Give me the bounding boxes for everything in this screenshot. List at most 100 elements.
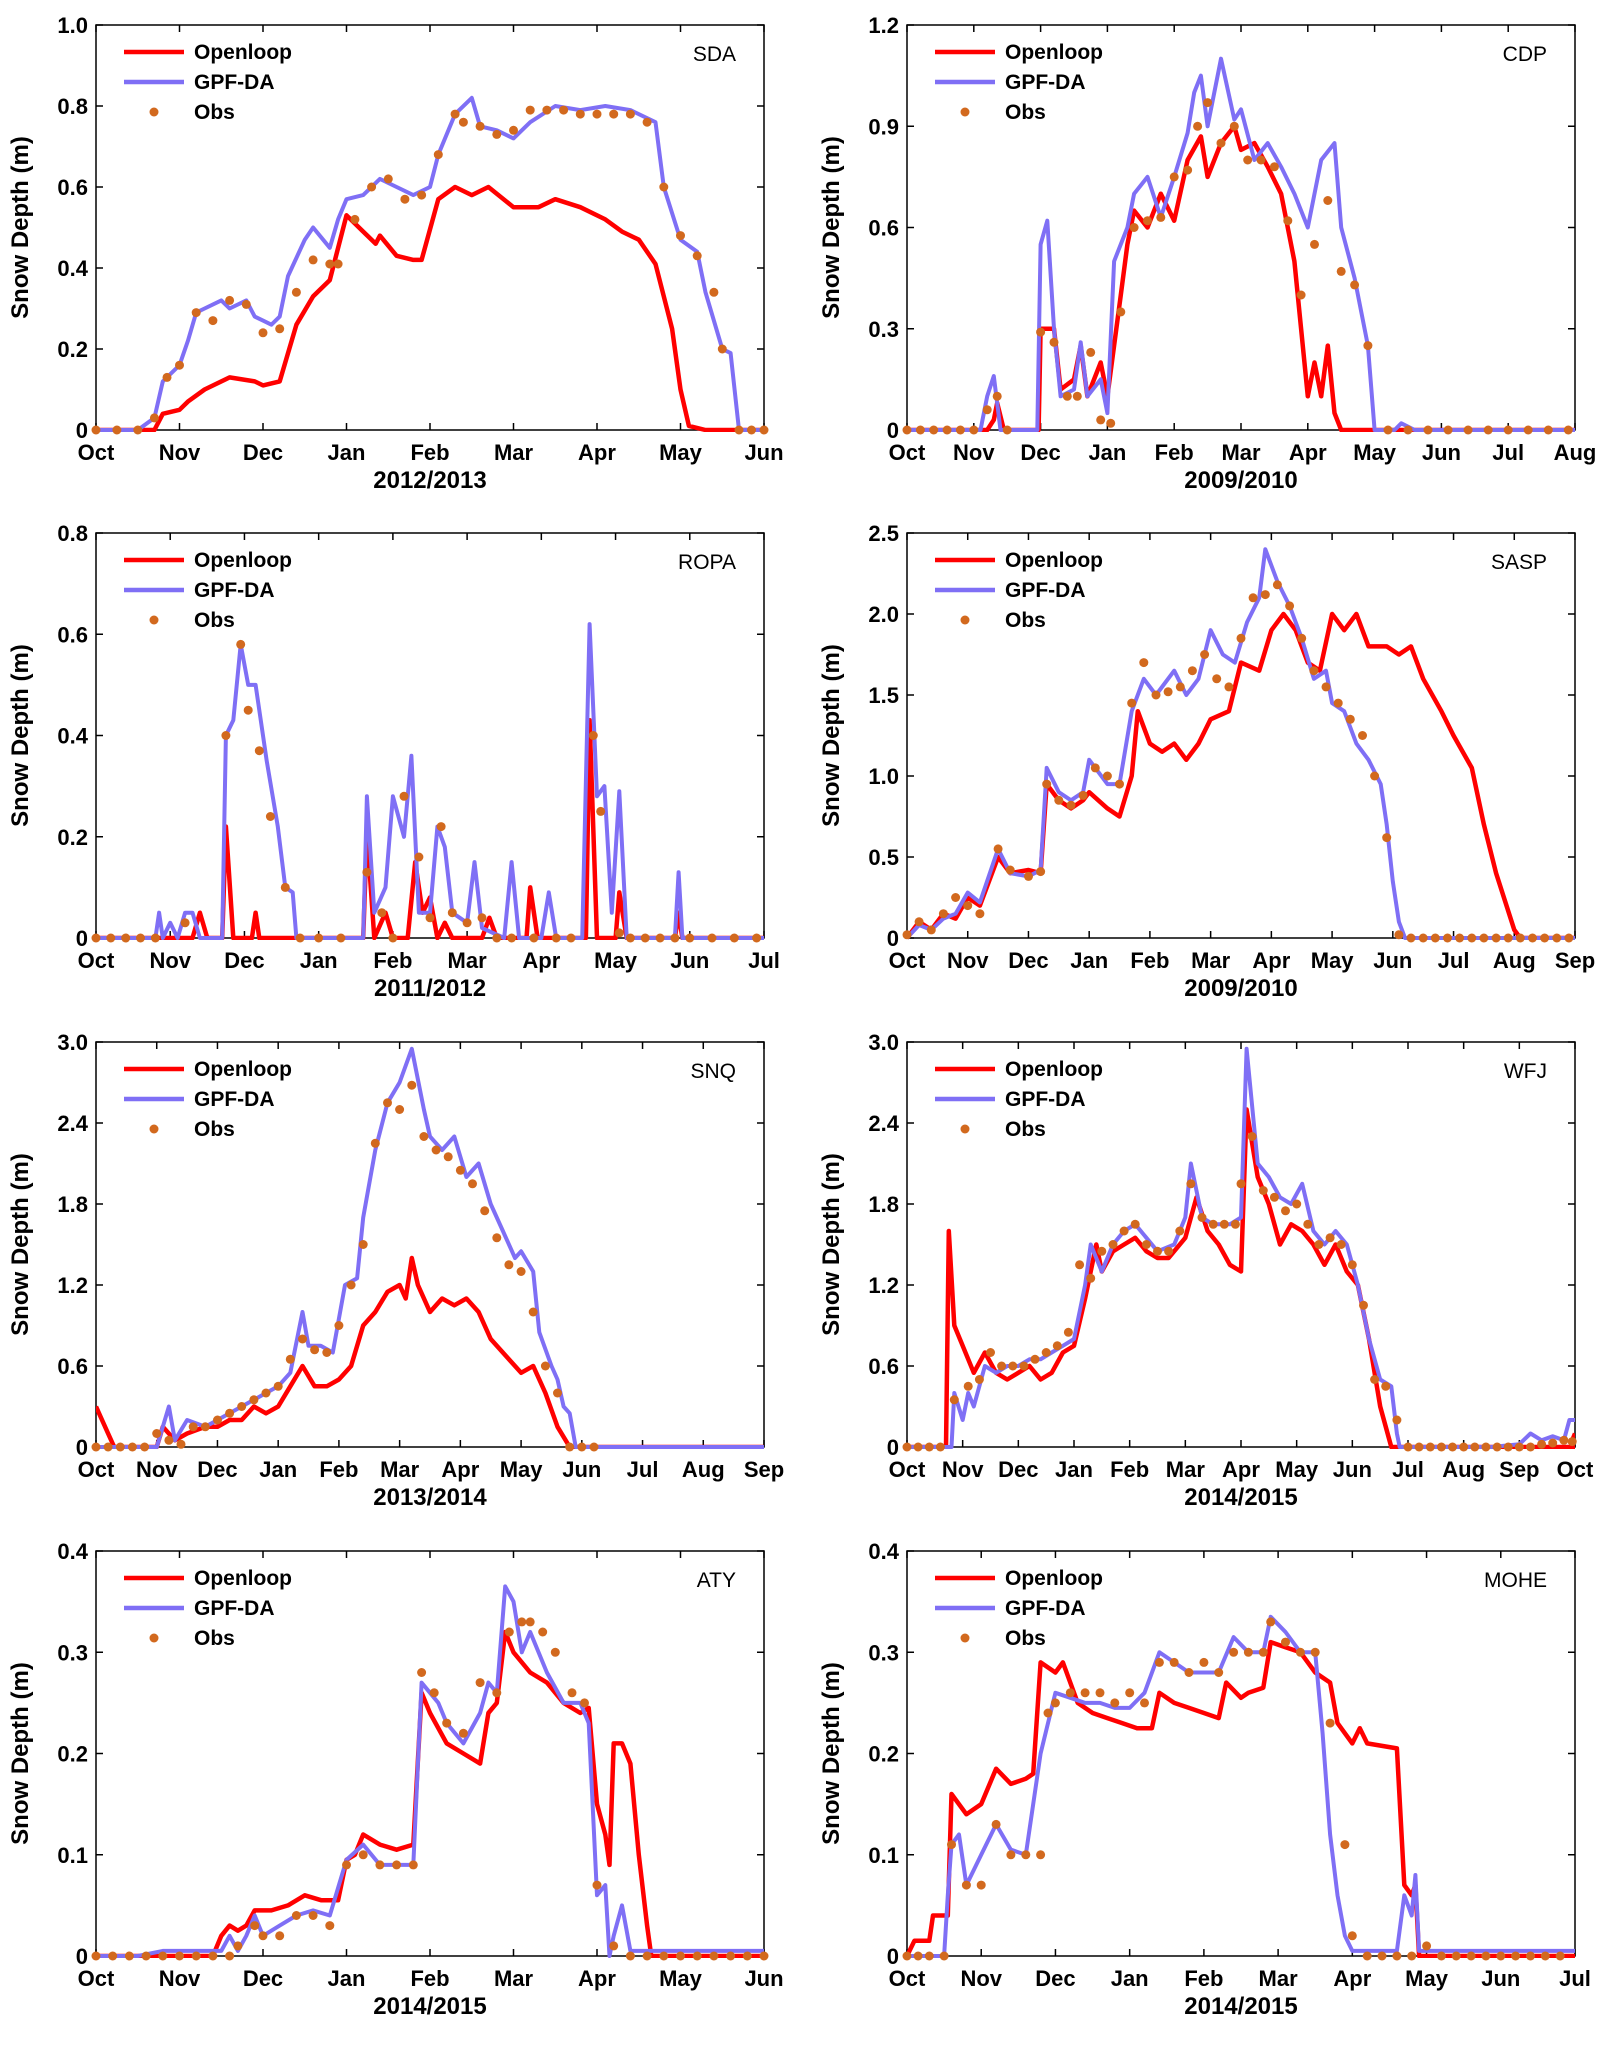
chart-mohe-obs-point bbox=[1169, 1657, 1179, 1667]
chart-sda-y-tick-label: 0 bbox=[76, 418, 88, 443]
chart-sda-obs-point bbox=[208, 316, 218, 326]
chart-wfj-y-tick-label: 1.2 bbox=[868, 1273, 899, 1298]
chart-aty-y-tick-label: 0.4 bbox=[57, 1539, 88, 1564]
chart-sasp-legend-swatch-obs bbox=[960, 615, 970, 625]
chart-aty-station-label: ATY bbox=[697, 1569, 736, 1592]
chart-wfj-obs-point bbox=[1392, 1415, 1402, 1425]
chart-mohe-obs-point bbox=[1340, 1840, 1350, 1850]
chart-ropa-y-tick-label: 0.2 bbox=[57, 825, 88, 850]
chart-mohe-obs-point bbox=[1184, 1668, 1194, 1677]
chart-sda-x-tick-label: Apr bbox=[578, 440, 616, 465]
chart-wfj-x-tick-label: Apr bbox=[1222, 1457, 1260, 1482]
chart-wfj-obs-point bbox=[1247, 1132, 1257, 1141]
chart-wfj-obs-point bbox=[1503, 1442, 1513, 1452]
chart-mohe-obs-point bbox=[991, 1819, 1001, 1829]
chart-ropa-obs-point bbox=[655, 933, 665, 943]
chart-cdp-obs-point bbox=[955, 425, 965, 435]
chart-sda-obs-point bbox=[642, 117, 652, 127]
chart-mohe-obs-point bbox=[1362, 1951, 1372, 1961]
chart-mohe-y-tick-label: 0.1 bbox=[868, 1843, 899, 1868]
chart-snq-obs-point bbox=[431, 1145, 441, 1155]
chart-sasp-x-tick-label: Jan bbox=[1070, 948, 1108, 973]
chart-cdp-y-tick-label: 0.6 bbox=[868, 216, 899, 241]
chart-aty-obs-point bbox=[225, 1951, 235, 1961]
chart-mohe-x-tick-label: Jun bbox=[1481, 1966, 1520, 1991]
chart-sasp-obs-point bbox=[1151, 690, 1161, 700]
chart-wfj-x-tick-label: Sep bbox=[1499, 1457, 1539, 1482]
chart-sasp-y-tick-label: 0.5 bbox=[868, 845, 899, 870]
chart-sda-obs-point bbox=[149, 413, 159, 423]
chart-sasp-obs-point bbox=[1297, 633, 1307, 643]
chart-wfj-legend-label: Obs bbox=[1005, 1118, 1046, 1141]
chart-snq-series-openloop-line bbox=[96, 1255, 764, 1449]
chart-ropa-obs-point bbox=[121, 933, 131, 943]
chart-wfj-y-tick-label: 0 bbox=[887, 1435, 899, 1460]
chart-mohe-obs-point bbox=[1266, 1617, 1276, 1627]
chart-sasp-obs-point bbox=[1272, 580, 1282, 590]
chart-snq-x-tick-label: Feb bbox=[319, 1457, 358, 1482]
chart-mohe-obs-point bbox=[1407, 1951, 1417, 1961]
chart-mohe-y-tick-label: 0.4 bbox=[868, 1539, 899, 1564]
chart-mohe-obs-point bbox=[1050, 1698, 1060, 1708]
chart-snq-obs-point bbox=[553, 1388, 562, 1398]
chart-snq-obs-point bbox=[419, 1132, 429, 1141]
chart-sasp-obs-point bbox=[963, 901, 973, 911]
chart-sasp-obs-point bbox=[1430, 933, 1440, 943]
chart-sasp-x-tick-label: Feb bbox=[1130, 948, 1169, 973]
chart-mohe-obs-point bbox=[1043, 1708, 1053, 1718]
chart-aty-x-tick-label: Jan bbox=[328, 1966, 366, 1991]
chart-sda-x-tick-label: Mar bbox=[494, 440, 534, 465]
chart-wfj-obs-point bbox=[1269, 1192, 1279, 1202]
chart-cdp-obs-point bbox=[1183, 165, 1193, 175]
chart-sda-obs-point bbox=[609, 109, 619, 119]
chart-sda-obs-point bbox=[525, 105, 535, 115]
chart-cdp-obs-point bbox=[1036, 327, 1046, 337]
chart-cdp-x-tick-label: Jun bbox=[1422, 440, 1461, 465]
chart-cdp-obs-point bbox=[1203, 98, 1213, 108]
chart-sda-obs-point bbox=[350, 214, 360, 224]
chart-sasp-obs-point bbox=[1163, 687, 1173, 697]
chart-aty-x-tick-label: Feb bbox=[410, 1966, 449, 1991]
chart-ropa-x-tick-label: Oct bbox=[78, 948, 115, 973]
chart-wfj-obs-point bbox=[1567, 1437, 1577, 1447]
chart-cdp-legend-label: GPF-DA bbox=[1005, 71, 1086, 94]
chart-wfj-x-tick-label: Jun bbox=[1333, 1457, 1372, 1482]
chart-sda-obs-point bbox=[191, 308, 201, 318]
chart-wfj-obs-point bbox=[1141, 1240, 1151, 1249]
chart-sda-obs-point bbox=[308, 255, 318, 265]
chart-ropa-obs-point bbox=[492, 933, 502, 943]
chart-cdp-legend-swatch-obs bbox=[960, 107, 970, 117]
chart-wfj-obs-point bbox=[1403, 1442, 1413, 1452]
chart-sasp-obs-point bbox=[1528, 933, 1537, 943]
chart-mohe-obs-point bbox=[1555, 1951, 1565, 1961]
chart-snq-y-tick-label: 1.2 bbox=[57, 1273, 88, 1298]
chart-mohe-obs-point bbox=[1125, 1688, 1135, 1698]
chart-sasp-x-tick-label: Aug bbox=[1493, 948, 1536, 973]
chart-ropa-legend-swatch-obs bbox=[149, 615, 159, 625]
chart-snq-y-tick-label: 0.6 bbox=[57, 1354, 88, 1379]
chart-aty-legend: Openloop GPF-DA Obs bbox=[124, 1567, 292, 1650]
chart-aty-obs-point bbox=[550, 1647, 560, 1657]
chart-sasp-obs-point bbox=[1102, 771, 1112, 781]
chart-cdp-obs-point bbox=[1243, 155, 1253, 165]
chart-ropa-legend-label: GPF-DA bbox=[194, 579, 275, 602]
chart-ropa-obs-point bbox=[265, 812, 275, 821]
chart-ropa-station-label: ROPA bbox=[678, 551, 736, 574]
chart-cdp-obs-point bbox=[1002, 425, 1012, 435]
chart-aty-obs-point bbox=[538, 1627, 548, 1637]
chart-sda-series-gpf-da-line bbox=[96, 95, 764, 432]
chart-wfj-series-openloop-line bbox=[907, 1107, 1575, 1449]
chart-mohe-obs-point bbox=[1481, 1951, 1491, 1961]
chart-snq-x-tick-label: Jan bbox=[259, 1457, 297, 1482]
chart-ropa-obs-point bbox=[447, 908, 457, 918]
chart-cdp-x-tick-label: Jul bbox=[1492, 440, 1524, 465]
chart-ropa-x-tick-label: Jul bbox=[748, 948, 780, 973]
chart-snq-legend: Openloop GPF-DA Obs bbox=[124, 1058, 292, 1141]
chart-wfj-obs-point bbox=[1008, 1361, 1018, 1371]
chart-sasp-series-openloop-line bbox=[907, 611, 1575, 940]
chart-snq-obs-point bbox=[383, 1098, 392, 1108]
chart-aty-obs-point bbox=[759, 1951, 769, 1961]
chart-mohe-legend-label: Obs bbox=[1005, 1627, 1046, 1650]
chart-sda-obs-point bbox=[133, 425, 143, 435]
chart-aty-obs-point bbox=[208, 1951, 218, 1961]
